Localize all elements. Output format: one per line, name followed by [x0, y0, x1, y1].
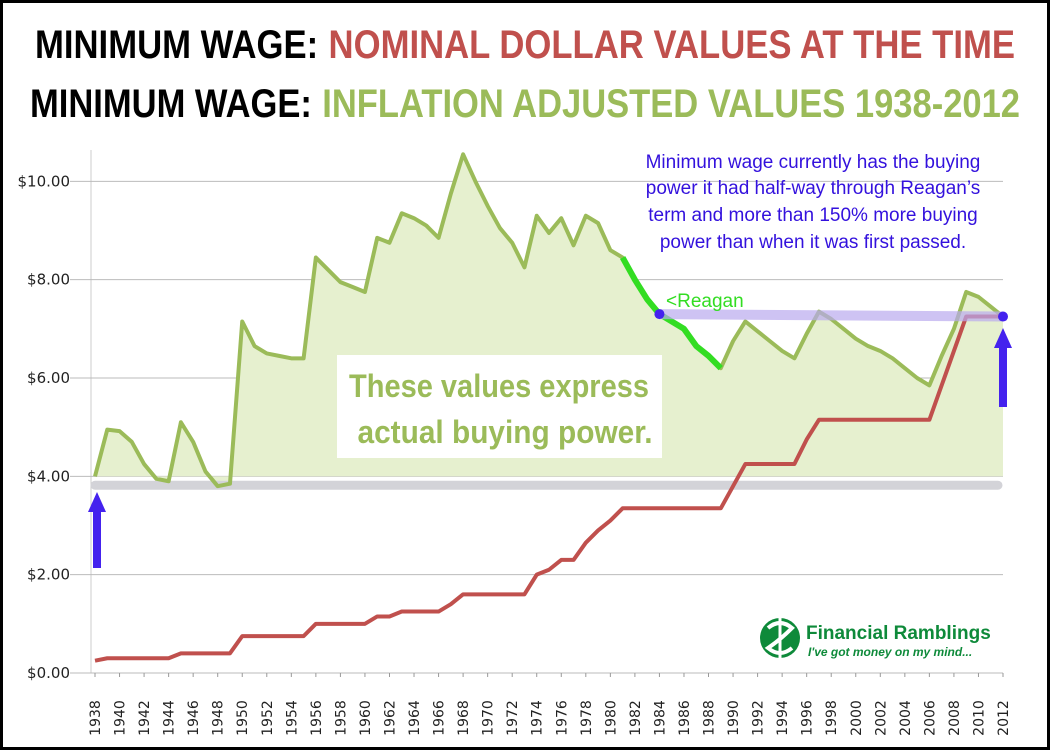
title-line-1-suffix: NOMINAL DOLLAR VALUES AT THE TIME — [329, 23, 1015, 67]
y-tick-label: $10.00 — [18, 172, 71, 190]
up-arrow-icon — [994, 328, 1012, 407]
annotation-line: power it had half-way through Reagan’s — [646, 178, 980, 199]
x-tick-label: 2008 — [947, 700, 963, 736]
reference-start-dot — [654, 309, 665, 320]
x-tick-label: 1996 — [800, 700, 816, 736]
x-tick-label: 1956 — [309, 700, 325, 736]
x-tick-label: 1994 — [775, 700, 791, 736]
x-tick-label: 1988 — [702, 700, 718, 736]
x-tick-label: 1948 — [211, 700, 227, 736]
logo-tagline: I've got money on my mind... — [808, 645, 972, 659]
x-tick-label: 1976 — [554, 700, 570, 736]
x-tick-label: 2006 — [922, 700, 938, 736]
callout-box: These values express actual buying power… — [337, 355, 662, 458]
x-tick-label: 2012 — [996, 700, 1012, 736]
annotation-line: power than when it was first passed. — [660, 232, 966, 253]
plot-area — [88, 152, 1012, 663]
y-tick-label: $2.00 — [27, 566, 70, 584]
arrow-shaft — [999, 346, 1007, 407]
x-tick-label: 2010 — [971, 700, 987, 736]
x-tick-label: 1944 — [162, 700, 178, 736]
x-axis-ticks: 1938 1940 1942 1944 1946 1948 1950 1952 1954 1956… — [88, 673, 1012, 736]
dollar-leaf-icon — [760, 614, 800, 662]
annotation: Minimum wage currently has the buying po… — [646, 152, 981, 253]
y-tick-label: $4.00 — [27, 467, 70, 485]
x-tick-label: 1964 — [407, 700, 423, 736]
x-tick-label: 2002 — [873, 700, 889, 736]
x-tick-label: 1982 — [628, 700, 644, 736]
x-tick-label: 1966 — [432, 700, 448, 736]
x-tick-label: 1968 — [456, 700, 472, 736]
x-tick-label: 2000 — [849, 700, 865, 736]
callout-line-2: actual buying power. — [358, 414, 653, 450]
arrow-head — [994, 328, 1012, 348]
x-tick-label: 1972 — [505, 700, 521, 736]
title-line-1-prefix: MINIMUM WAGE: — [35, 23, 318, 67]
x-tick-label: 1958 — [333, 700, 349, 736]
x-tick-label: 1970 — [481, 700, 497, 736]
reference-end-dot — [998, 311, 1008, 322]
title-line-1: MINIMUM WAGE:NOMINAL DOLLAR VALUES AT TH… — [35, 23, 1015, 67]
x-tick-label: 1962 — [382, 700, 398, 736]
annotation-line: term and more than 150% more buying — [648, 205, 978, 226]
x-tick-label: 1990 — [726, 700, 742, 736]
x-tick-label: 1992 — [751, 700, 767, 736]
reagan-label: <Reagan — [666, 291, 744, 312]
x-tick-label: 1980 — [603, 700, 619, 736]
callout-line-1: These values express — [349, 368, 649, 404]
title-line-2: MINIMUM WAGE:INFLATION ADJUSTED VALUES 1… — [30, 82, 1020, 126]
x-tick-label: 1952 — [260, 700, 276, 736]
reference-band-line — [659, 309, 1004, 322]
arrow-head — [88, 492, 106, 512]
x-tick-label: 1946 — [186, 700, 202, 736]
x-tick-label: 1940 — [113, 700, 129, 736]
adjusted-series-line — [93, 152, 1005, 489]
y-tick-label: $8.00 — [27, 271, 70, 289]
y-tick-label: $6.00 — [27, 369, 70, 387]
logo-name: Financial Ramblings — [806, 623, 991, 644]
y-tick-label: $0.00 — [27, 664, 70, 682]
x-tick-label: 2004 — [898, 700, 914, 736]
logo: Financial Ramblings I've got money on my… — [760, 614, 991, 662]
x-tick-label: 1998 — [824, 700, 840, 736]
x-tick-label: 1986 — [677, 700, 693, 736]
x-tick-label: 1950 — [235, 700, 251, 736]
x-tick-label: 1960 — [358, 700, 374, 736]
nominal-series-line — [94, 314, 1003, 663]
title-line-2-prefix: MINIMUM WAGE: — [30, 82, 312, 126]
y-axis-ticks: $0.00 $2.00 $4.00 $6.00 $8.00 $10.00 — [18, 172, 71, 682]
x-tick-label: 1984 — [652, 700, 668, 736]
annotation-line: Minimum wage currently has the buying — [646, 152, 981, 173]
title-line-2-suffix: INFLATION ADJUSTED VALUES 1938-2012 — [322, 82, 1020, 126]
x-tick-label: 1942 — [137, 700, 153, 736]
up-arrow-icon — [88, 492, 106, 568]
arrow-shaft — [93, 510, 101, 568]
x-tick-label: 1974 — [530, 700, 546, 736]
callout-background — [337, 355, 662, 458]
x-tick-label: 1954 — [284, 700, 300, 736]
reagan-segment-line — [619, 256, 723, 371]
x-tick-label: 1978 — [579, 700, 595, 736]
x-tick-label: 1938 — [88, 700, 104, 736]
adjusted-area-fill — [95, 154, 1003, 487]
